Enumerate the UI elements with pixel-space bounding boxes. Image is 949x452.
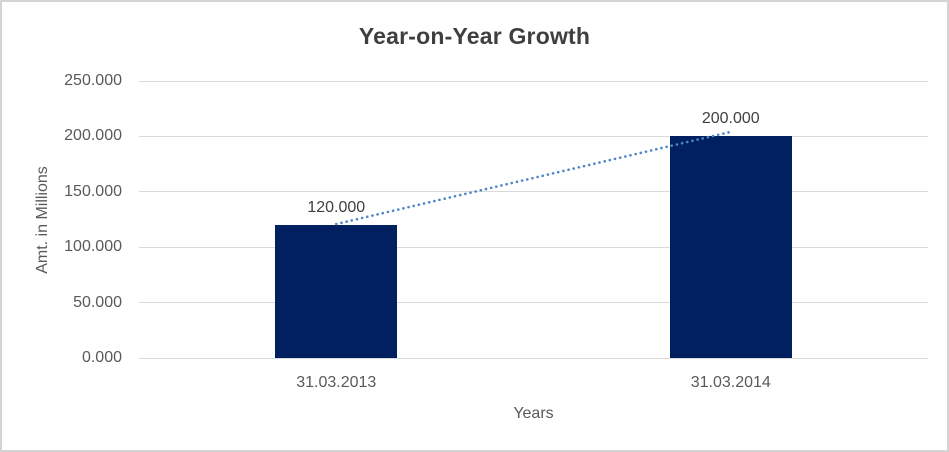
y-axis-tick-label: 200.000 <box>64 127 122 145</box>
y-axis-tick-label: 250.000 <box>64 72 122 89</box>
gridline <box>139 135 928 137</box>
y-axis: 0.000 50.000 100.000 150.000 200.000 250.000 <box>2 2 122 450</box>
bar <box>275 225 398 358</box>
y-axis-tick-label: 0.000 <box>81 349 122 366</box>
bar-value-label: 200.000 <box>701 110 760 128</box>
bar-value-label: 120.000 <box>307 199 366 217</box>
x-axis-tick-label: 31.03.2014 <box>690 374 771 391</box>
gridline <box>139 191 928 193</box>
x-axis-title: Years <box>513 405 554 422</box>
gridline <box>139 302 928 304</box>
trendline-svg <box>334 130 735 226</box>
y-axis-tick-label: 150.000 <box>64 182 122 200</box>
chart-title: Year-on-Year Growth <box>358 23 591 49</box>
gridline <box>139 80 928 82</box>
plot-area: 120.000 31.03.2013 200.000 31.03.2014 <box>139 80 928 391</box>
bar <box>669 136 792 358</box>
y-axis-tick-label: 100.000 <box>64 238 122 256</box>
gridline <box>139 246 928 248</box>
gridline <box>139 357 928 359</box>
y-axis-tick-label: 50.000 <box>73 293 122 311</box>
x-axis-tick-label: 31.03.2013 <box>296 374 377 391</box>
